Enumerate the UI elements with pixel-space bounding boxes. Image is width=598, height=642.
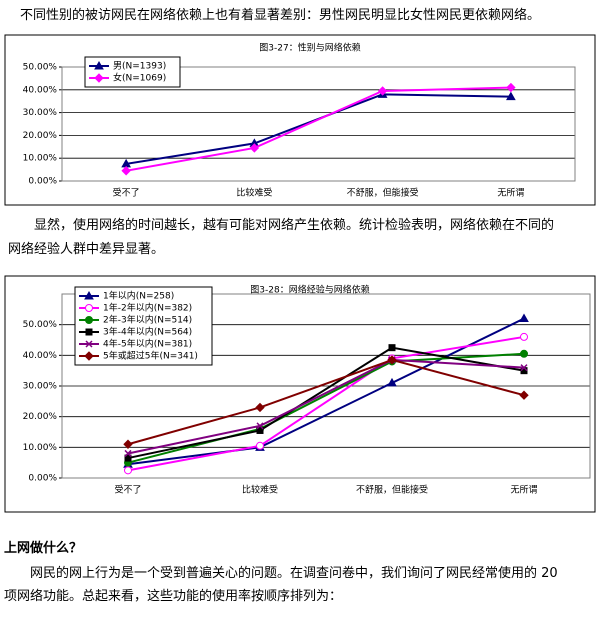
y-tick-label: 10.00% <box>23 154 58 164</box>
series-line <box>127 358 525 446</box>
marker <box>124 454 132 462</box>
marker <box>256 422 264 430</box>
x-tick-label: 比较难受 <box>242 484 278 496</box>
legend-label: 1年-2年以内(N=382) <box>103 302 192 314</box>
paragraph: 网民的网上行为是一个受到普遍关心的问题。在调查问卷中，我们询问了网民经常使用的 … <box>30 566 558 581</box>
paragraph: 不同性别的被访网民在网络依赖上也有着显著差别：男性网民明显比女性网民更依赖网络。 <box>20 8 541 23</box>
plot-area <box>61 66 576 182</box>
y-tick-label: 50.00% <box>23 320 58 330</box>
legend-label: 4年-5年以内(N=381) <box>103 338 192 350</box>
marker <box>520 349 528 358</box>
series-line <box>125 86 511 172</box>
marker <box>506 82 516 93</box>
marker <box>124 466 132 475</box>
series-line <box>127 346 525 460</box>
series-line <box>127 335 525 472</box>
y-tick-label: 40.00% <box>23 85 58 95</box>
marker <box>377 86 388 96</box>
legend-marker <box>85 340 93 348</box>
legend-label: 2年-3年以内(N=514) <box>103 314 192 326</box>
legend-marker <box>85 316 93 324</box>
y-tick-label: 30.00% <box>23 382 58 392</box>
y-tick-label: 10.00% <box>23 443 58 453</box>
chart-title: 图3-28：网络经验与网络依赖 <box>250 284 369 296</box>
series-line <box>127 352 525 464</box>
legend-marker <box>85 304 93 312</box>
marker <box>255 402 265 413</box>
legend-label: 5年或超过5年(N=341) <box>103 350 198 362</box>
legend-box <box>84 56 181 88</box>
marker <box>520 332 528 341</box>
x-tick-label: 不舒服，但能接受 <box>356 484 428 496</box>
marker <box>249 143 260 153</box>
x-tick-label: 比较难受 <box>236 187 272 199</box>
paragraph: 显然，使用网络的时间越长，越有可能对网络产生依赖。统计检验表明，网络依赖在不同的 <box>34 218 555 233</box>
x-tick-label: 不舒服，但能接受 <box>347 187 419 199</box>
y-tick-label: 50.00% <box>23 63 58 73</box>
marker <box>519 313 529 323</box>
y-tick-label: 20.00% <box>23 131 58 141</box>
legend-box <box>74 286 213 366</box>
x-tick-label: 无所谓 <box>510 485 537 496</box>
legend-marker <box>85 328 93 336</box>
marker <box>121 166 131 176</box>
marker <box>387 377 397 387</box>
x-tick-label: 受不了 <box>113 187 140 199</box>
series-line <box>127 358 525 455</box>
legend-marker <box>94 73 104 83</box>
marker <box>506 91 516 101</box>
plot-area <box>61 293 591 479</box>
marker <box>256 426 264 434</box>
y-tick-label: 40.00% <box>23 351 58 361</box>
paragraph: 网络经验人群中差异显著。 <box>8 242 165 257</box>
legend-marker <box>84 351 94 361</box>
marker <box>123 439 133 449</box>
marker <box>519 390 529 400</box>
legend-label: 女(N=1069) <box>113 72 166 84</box>
heading: 上网做什么？ <box>4 541 83 556</box>
marker <box>387 355 397 365</box>
legend-marker <box>94 60 104 70</box>
legend-label: 3年-4年以内(N=564) <box>103 326 192 338</box>
x-tick-label: 无所谓 <box>497 188 524 199</box>
legend-label: 1年以内(N=258) <box>103 290 174 302</box>
marker <box>124 449 132 457</box>
legend-marker <box>84 290 94 300</box>
series-line <box>127 317 525 466</box>
marker <box>256 441 264 450</box>
chart-title: 图3-27：性别与网络依赖 <box>259 42 360 54</box>
legend-label: 男(N=1393) <box>113 61 166 72</box>
paragraph: 项网络功能。总起来看，这些功能的使用率按顺序排列为： <box>4 589 343 604</box>
x-tick-label: 受不了 <box>114 484 141 496</box>
marker <box>388 344 396 352</box>
y-tick-label: 20.00% <box>23 412 58 422</box>
marker <box>520 364 528 372</box>
y-tick-label: 0.00% <box>28 474 57 484</box>
y-tick-label: 30.00% <box>23 108 58 118</box>
y-tick-label: 0.00% <box>28 177 57 187</box>
